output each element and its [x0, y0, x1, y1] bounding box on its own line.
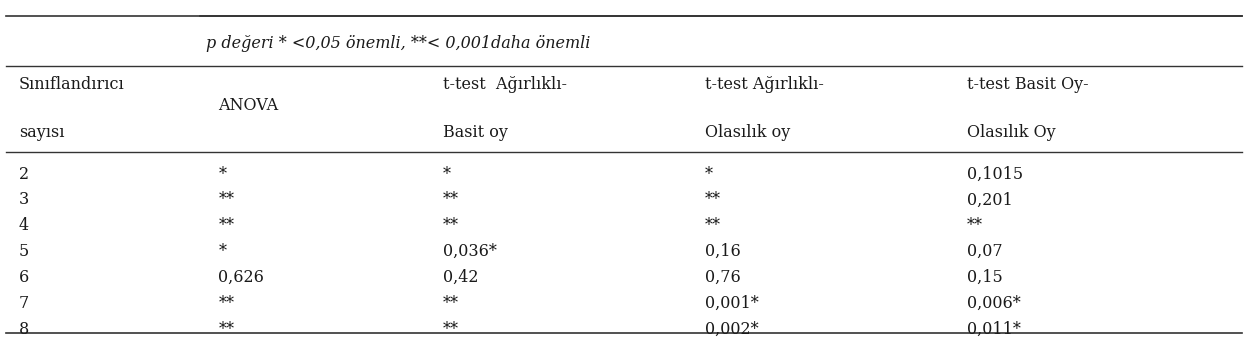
Text: **: **: [443, 217, 459, 234]
Text: 0,001*: 0,001*: [705, 295, 759, 312]
Text: 0,011*: 0,011*: [967, 321, 1021, 338]
Text: **: **: [443, 321, 459, 338]
Text: 0,002*: 0,002*: [705, 321, 759, 338]
Text: Olasılık oy: Olasılık oy: [705, 124, 790, 141]
Text: 0,15: 0,15: [967, 269, 1003, 286]
Text: p değeri * <0,05 önemli, **< 0,001daha önemli: p değeri * <0,05 önemli, **< 0,001daha ö…: [206, 34, 590, 51]
Text: 0,626: 0,626: [218, 269, 265, 286]
Text: Basit oy: Basit oy: [443, 124, 508, 141]
Text: **: **: [218, 217, 235, 234]
Text: 0,07: 0,07: [967, 243, 1003, 260]
Text: **: **: [705, 217, 721, 234]
Text: **: **: [218, 321, 235, 338]
Text: t-test Ağırlıklı-: t-test Ağırlıklı-: [705, 76, 824, 93]
Text: 4: 4: [19, 217, 29, 234]
Text: Olasılık Oy: Olasılık Oy: [967, 124, 1056, 141]
Text: **: **: [443, 191, 459, 208]
Text: ANOVA: ANOVA: [218, 97, 278, 114]
Text: t-test  Ağırlıklı-: t-test Ağırlıklı-: [443, 76, 567, 93]
Text: 0,42: 0,42: [443, 269, 478, 286]
Text: 0,006*: 0,006*: [967, 295, 1021, 312]
Text: Sınıflandırıcı: Sınıflandırıcı: [19, 76, 125, 93]
Text: 0,1015: 0,1015: [967, 166, 1023, 183]
Text: *: *: [705, 166, 713, 183]
Text: **: **: [218, 191, 235, 208]
Text: **: **: [967, 217, 983, 234]
Text: 3: 3: [19, 191, 29, 208]
Text: 0,76: 0,76: [705, 269, 741, 286]
Text: 0,16: 0,16: [705, 243, 741, 260]
Text: *: *: [443, 166, 451, 183]
Text: **: **: [218, 295, 235, 312]
Text: 8: 8: [19, 321, 29, 338]
Text: 0,201: 0,201: [967, 191, 1013, 208]
Text: 7: 7: [19, 295, 29, 312]
Text: **: **: [705, 191, 721, 208]
Text: t-test Basit Oy-: t-test Basit Oy-: [967, 76, 1088, 93]
Text: 5: 5: [19, 243, 29, 260]
Text: **: **: [443, 295, 459, 312]
Text: 0,036*: 0,036*: [443, 243, 497, 260]
Text: *: *: [218, 166, 226, 183]
Text: 2: 2: [19, 166, 29, 183]
Text: *: *: [218, 243, 226, 260]
Text: 6: 6: [19, 269, 29, 286]
Text: sayısı: sayısı: [19, 124, 64, 141]
